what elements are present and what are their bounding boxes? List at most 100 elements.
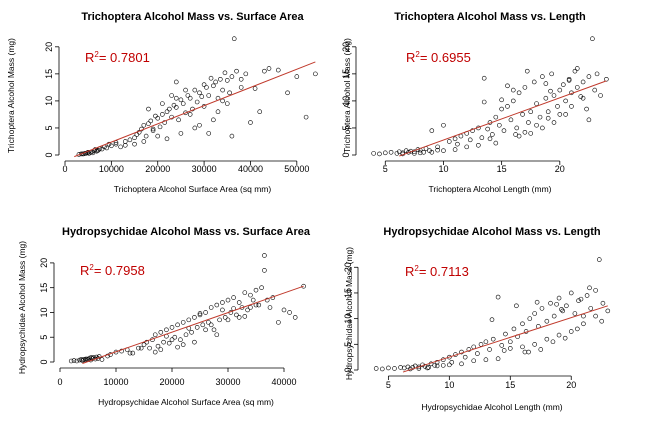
- data-point: [580, 79, 586, 85]
- regression-line: [82, 285, 304, 364]
- data-point: [229, 133, 235, 139]
- data-point: [593, 313, 598, 319]
- data-point: [204, 85, 209, 90]
- data-point: [178, 97, 184, 103]
- y-tick-label: 5: [39, 335, 49, 340]
- data-point: [187, 112, 193, 117]
- data-point: [242, 290, 248, 295]
- x-tick-label: 0: [62, 164, 67, 174]
- data-point: [173, 95, 179, 101]
- data-point: [155, 343, 161, 349]
- data-point: [588, 306, 594, 311]
- data-point: [236, 315, 242, 320]
- chart-panel-4: Hydropsychidae Alcohol Mass vs. Length 5 1…: [343, 226, 611, 412]
- data-point: [132, 135, 137, 140]
- data-point: [259, 285, 264, 290]
- data-point: [225, 317, 231, 323]
- data-point: [429, 128, 435, 133]
- data-point: [78, 357, 84, 362]
- data-point: [287, 310, 292, 315]
- data-point: [412, 151, 417, 156]
- data-point: [520, 321, 525, 327]
- r-squared-annotation: R2= 0.6955: [406, 50, 471, 65]
- data-point: [528, 131, 534, 136]
- data-point: [551, 313, 557, 319]
- data-point: [169, 325, 175, 330]
- data-point: [410, 365, 416, 370]
- data-point: [544, 318, 550, 324]
- data-point: [534, 101, 539, 106]
- data-point: [490, 132, 495, 137]
- data-point: [559, 307, 564, 312]
- data-point: [155, 133, 161, 139]
- y-tick-label: 20: [44, 42, 54, 52]
- data-point: [581, 313, 586, 319]
- data-point: [292, 315, 298, 320]
- data-point: [175, 322, 180, 328]
- data-point: [434, 363, 440, 369]
- data-point: [234, 68, 239, 74]
- data-point: [557, 87, 563, 93]
- data-point: [499, 343, 505, 348]
- data-point: [405, 364, 411, 370]
- data-point: [561, 82, 566, 87]
- data-point: [175, 344, 180, 350]
- data-point: [160, 101, 165, 106]
- data-point: [497, 122, 502, 128]
- data-point: [99, 357, 105, 362]
- data-point: [550, 339, 556, 345]
- data-point: [164, 136, 170, 142]
- data-point: [584, 106, 589, 112]
- data-point: [572, 311, 578, 316]
- data-point: [313, 71, 318, 77]
- data-point: [231, 36, 237, 42]
- data-point: [435, 144, 440, 150]
- data-point: [527, 316, 533, 321]
- data-point: [250, 297, 256, 303]
- data-point: [398, 365, 403, 370]
- data-point: [192, 87, 198, 93]
- data-point: [227, 90, 232, 96]
- data-point: [505, 104, 510, 109]
- data-point: [234, 312, 239, 318]
- x-tick-label: 40000: [238, 164, 263, 174]
- data-point: [147, 345, 152, 351]
- data-point: [197, 311, 203, 316]
- data-point: [540, 74, 545, 79]
- data-point: [459, 361, 464, 367]
- data-point: [556, 295, 562, 301]
- data-point: [543, 81, 549, 86]
- y-tick-label: 20: [39, 258, 49, 268]
- data-point: [483, 357, 489, 363]
- data-point: [248, 120, 253, 125]
- data-point: [127, 137, 133, 143]
- data-point: [192, 125, 198, 131]
- data-point: [257, 109, 263, 115]
- data-point: [99, 146, 105, 152]
- data-point: [598, 93, 603, 98]
- data-point: [194, 99, 200, 105]
- regression-line: [402, 305, 608, 373]
- data-point: [417, 150, 423, 156]
- data-point: [146, 121, 151, 126]
- data-point: [95, 148, 100, 153]
- data-point: [262, 253, 267, 258]
- x-tick-label: 20: [566, 380, 576, 390]
- data-point: [183, 87, 188, 93]
- data-point: [203, 310, 208, 315]
- y-tick-label: 10: [341, 96, 351, 106]
- data-point: [421, 149, 426, 155]
- data-point: [214, 302, 220, 308]
- data-point: [74, 358, 80, 364]
- r-squared-annotation: R2= 0.7958: [80, 263, 145, 278]
- data-point: [528, 109, 534, 115]
- data-point: [548, 300, 553, 306]
- data-point: [568, 329, 574, 334]
- data-point: [425, 365, 430, 371]
- data-point: [122, 142, 128, 148]
- data-point: [382, 150, 388, 156]
- data-point: [148, 118, 154, 124]
- y-tick-label: 20: [343, 262, 353, 272]
- data-point: [113, 141, 119, 147]
